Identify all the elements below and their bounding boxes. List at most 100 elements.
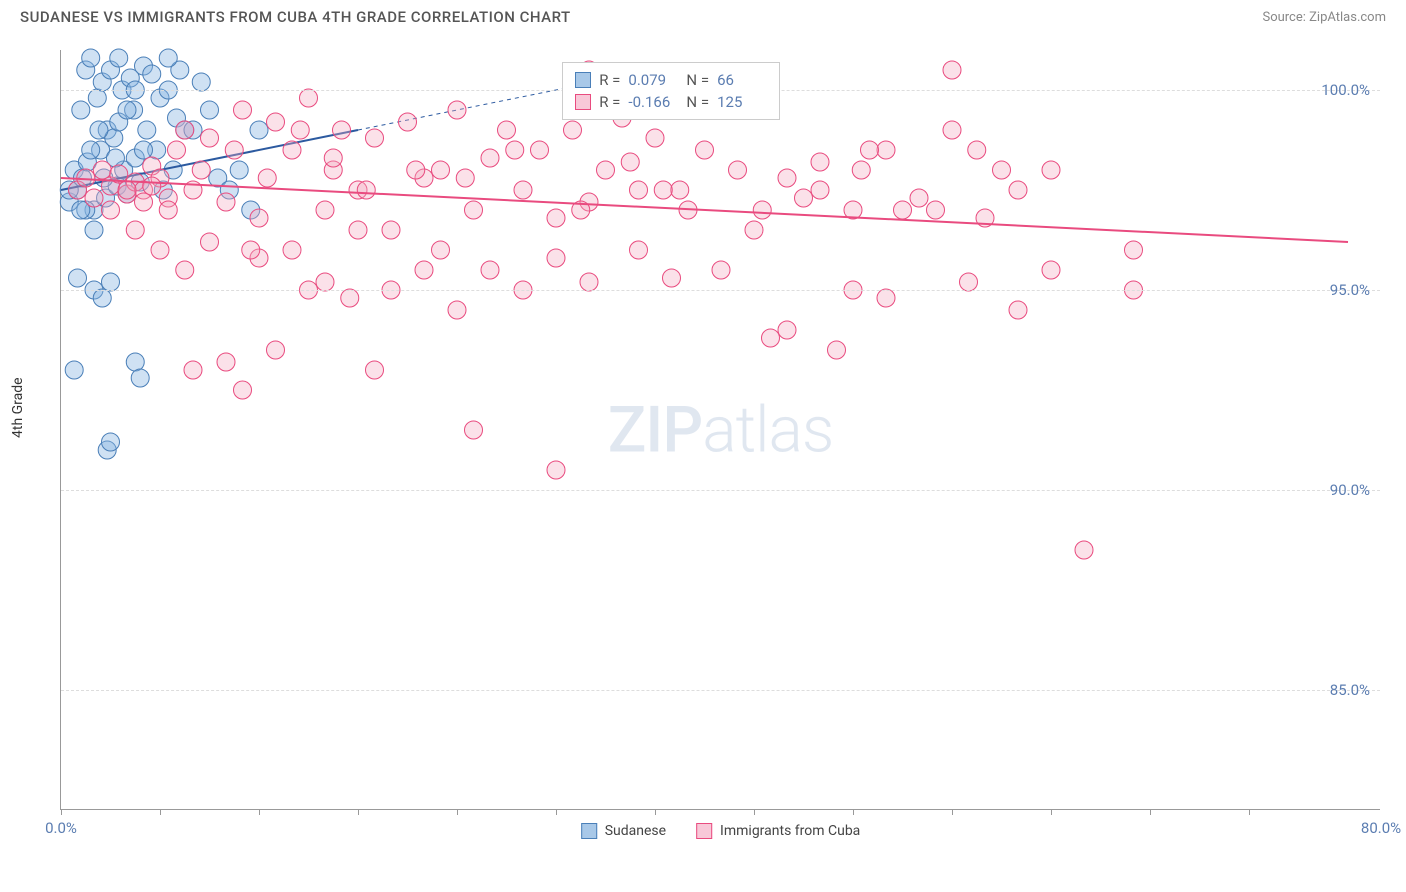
scatter-point [102, 273, 120, 291]
scatter-point [696, 141, 714, 159]
scatter-point [580, 273, 598, 291]
scatter-point [291, 121, 309, 139]
x-tick-mark [358, 809, 359, 815]
stat-n-value: 125 [717, 93, 767, 111]
scatter-point [242, 241, 260, 259]
scatter-point [382, 221, 400, 239]
scatter-point [135, 141, 153, 159]
scatter-point [630, 181, 648, 199]
scatter-point [943, 121, 961, 139]
chart-header: SUDANESE VS IMMIGRANTS FROM CUBA 4TH GRA… [0, 0, 1406, 30]
scatter-point [267, 341, 285, 359]
scatter-point [448, 301, 466, 319]
scatter-point [630, 241, 648, 259]
scatter-point [258, 169, 276, 187]
scatter-point [1042, 261, 1060, 279]
y-axis-label: 4th Grade [10, 377, 26, 438]
legend-swatch [575, 94, 591, 110]
scatter-point [1042, 161, 1060, 179]
scatter-point [762, 329, 780, 347]
scatter-point [126, 353, 144, 371]
stat-r-value: 0.079 [628, 71, 678, 89]
scatter-point [225, 141, 243, 159]
y-tick-label: 90.0% [1330, 481, 1370, 499]
scatter-point [349, 221, 367, 239]
scatter-point [88, 89, 106, 107]
scatter-point [407, 161, 425, 179]
scatter-point [432, 161, 450, 179]
scatter-point [230, 161, 248, 179]
scatter-point [143, 65, 161, 83]
scatter-point [828, 341, 846, 359]
scatter-point [910, 189, 928, 207]
scatter-point [102, 433, 120, 451]
scatter-point [300, 89, 318, 107]
scatter-svg [61, 50, 1380, 809]
x-tick-mark [952, 809, 953, 815]
scatter-point [366, 361, 384, 379]
scatter-point [110, 49, 128, 67]
legend-label: Immigrants from Cuba [720, 823, 860, 839]
stat-r-value: -0.166 [628, 93, 678, 111]
stats-legend: R =0.079N =66R =-0.166N =125 [562, 62, 780, 120]
plot-area: ZIPatlas 85.0%90.0%95.0%100.0%0.0%80.0%R… [60, 50, 1380, 810]
scatter-point [943, 61, 961, 79]
scatter-point [316, 273, 334, 291]
x-tick-mark [853, 809, 854, 815]
scatter-point [547, 209, 565, 227]
y-tick-label: 85.0% [1330, 681, 1370, 699]
x-tick-label: 80.0% [1361, 819, 1401, 837]
scatter-point [357, 181, 375, 199]
scatter-point [456, 169, 474, 187]
stat-n-label: N = [686, 71, 709, 89]
legend-item: Sudanese [581, 823, 666, 839]
scatter-point [671, 181, 689, 199]
scatter-point [90, 121, 108, 139]
scatter-point [102, 201, 120, 219]
scatter-point [201, 129, 219, 147]
gridline [61, 490, 1380, 491]
scatter-point [877, 141, 895, 159]
scatter-point [118, 101, 136, 119]
scatter-point [283, 241, 301, 259]
scatter-point [217, 193, 235, 211]
scatter-point [366, 129, 384, 147]
x-tick-mark [1249, 809, 1250, 815]
scatter-point [514, 181, 532, 199]
scatter-point [192, 161, 210, 179]
scatter-point [960, 273, 978, 291]
scatter-point [465, 421, 483, 439]
scatter-point [217, 353, 235, 371]
scatter-point [778, 169, 796, 187]
scatter-point [85, 189, 103, 207]
legend-swatch [696, 823, 712, 839]
scatter-point [811, 153, 829, 171]
x-tick-mark [61, 809, 62, 815]
scatter-point [93, 289, 111, 307]
stat-r-label: R = [599, 71, 620, 89]
scatter-point [481, 149, 499, 167]
scatter-point [333, 121, 351, 139]
x-tick-mark [160, 809, 161, 815]
stats-row: R =0.079N =66 [575, 69, 767, 91]
x-tick-mark [1150, 809, 1151, 815]
scatter-point [745, 221, 763, 239]
scatter-point [811, 181, 829, 199]
scatter-point [852, 161, 870, 179]
scatter-point [82, 49, 100, 67]
scatter-point [654, 181, 672, 199]
scatter-point [69, 269, 87, 287]
scatter-point [82, 141, 100, 159]
gridline [61, 290, 1380, 291]
x-tick-mark [655, 809, 656, 815]
scatter-point [1009, 181, 1027, 199]
source-attribution: Source: ZipAtlas.com [1262, 10, 1386, 25]
scatter-point [547, 249, 565, 267]
scatter-point [159, 201, 177, 219]
scatter-point [894, 201, 912, 219]
scatter-point [399, 113, 417, 131]
scatter-point [250, 121, 268, 139]
scatter-point [192, 73, 210, 91]
x-tick-mark [259, 809, 260, 815]
x-tick-mark [457, 809, 458, 815]
